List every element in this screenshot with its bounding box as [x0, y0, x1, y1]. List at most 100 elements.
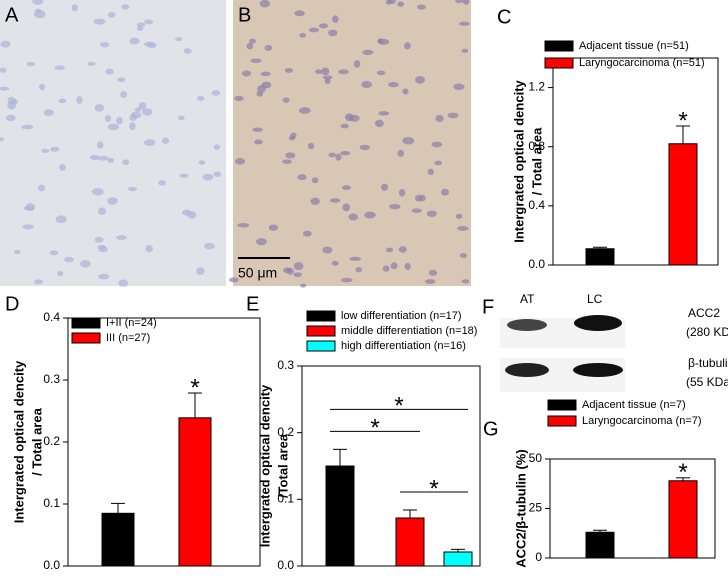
significance-star: *	[429, 475, 438, 502]
scale-bar-label: 50 μm	[238, 265, 277, 281]
cell-nucleus	[324, 78, 331, 85]
cell-nucleus	[431, 141, 443, 148]
legend-label: I+II (n=24)	[106, 317, 157, 329]
cell-nucleus	[105, 115, 112, 123]
legend-label: Laryngocarcinoma (n=7)	[582, 415, 702, 427]
cell-nucleus	[424, 279, 436, 284]
cell-nucleus	[461, 48, 469, 53]
cell-nucleus	[416, 4, 426, 10]
cell-nucleus	[440, 188, 450, 196]
bar	[443, 551, 473, 567]
cell-nucleus	[145, 245, 153, 253]
cell-nucleus	[122, 159, 130, 165]
y-axis-label: Intergrated optical dencity	[257, 384, 272, 547]
cell-nucleus	[43, 109, 54, 117]
cell-nucleus	[402, 136, 415, 145]
cell-nucleus	[342, 203, 351, 212]
y-tick-label: 0.4	[43, 310, 60, 324]
cell-nucleus	[179, 173, 189, 178]
legend-label: Laryngocarcinoma (n=51)	[579, 57, 705, 69]
cell-nucleus	[364, 211, 376, 219]
cell-nucleus	[246, 43, 254, 50]
cell-nucleus	[340, 277, 353, 283]
bar	[178, 417, 212, 567]
cell-nucleus	[293, 272, 303, 278]
y-tick-label: 0.1	[277, 492, 294, 506]
cell-nucleus	[187, 210, 197, 219]
cell-nucleus	[302, 230, 312, 237]
cell-nucleus	[282, 97, 290, 103]
cell-nucleus	[404, 262, 411, 271]
panel-label: A	[5, 4, 19, 26]
cell-nucleus	[129, 37, 140, 45]
bar	[585, 531, 615, 559]
legend-label: middle differentiation (n=18)	[341, 325, 477, 337]
y-tick-label: 0.0	[277, 558, 294, 572]
cell-nucleus	[5, 114, 16, 122]
cell-nucleus	[57, 270, 64, 277]
cell-nucleus	[204, 242, 215, 250]
cell-nucleus	[310, 197, 320, 205]
cell-nucleus	[388, 81, 399, 88]
cell-nucleus	[0, 40, 11, 48]
y-tick-label: 0.2	[43, 434, 60, 448]
y-axis-label: Intergrated optical dencity	[11, 360, 26, 523]
cell-nucleus	[282, 159, 292, 164]
cell-nucleus	[318, 23, 329, 29]
cell-nucleus	[284, 67, 293, 73]
cell-nucleus	[359, 144, 371, 151]
cell-nucleus	[237, 222, 250, 228]
cell-nucleus	[255, 238, 267, 246]
cell-nucleus	[71, 4, 78, 12]
bar	[101, 512, 135, 567]
cell-nucleus	[404, 42, 411, 50]
cell-nucleus	[39, 83, 46, 91]
cell-nucleus	[143, 139, 156, 147]
cell-nucleus	[50, 146, 60, 152]
y-tick-label: 25	[529, 501, 543, 515]
cell-nucleus	[457, 225, 469, 231]
cell-nucleus	[397, 1, 405, 7]
cell-nucleus	[340, 150, 351, 156]
cell-nucleus	[377, 38, 384, 44]
cell-nucleus	[375, 119, 384, 128]
bar	[325, 465, 355, 567]
cell-nucleus	[213, 144, 220, 150]
cell-nucleus	[288, 135, 296, 141]
panel-label: F	[482, 296, 494, 318]
cell-nucleus	[453, 83, 465, 91]
cell-nucleus	[382, 265, 390, 272]
cell-nucleus	[435, 114, 444, 123]
cell-nucleus	[455, 213, 463, 219]
cell-nucleus	[254, 139, 263, 145]
cell-nucleus	[389, 203, 401, 210]
cell-nucleus	[385, 247, 394, 253]
cell-nucleus	[76, 96, 83, 104]
y-axis-label: / Total area	[29, 407, 44, 475]
cell-nucleus	[0, 137, 5, 142]
cell-nucleus	[362, 49, 374, 55]
cell-nucleus	[315, 69, 323, 75]
cell-nucleus	[178, 115, 185, 121]
cell-nucleus	[353, 60, 361, 68]
cell-nucleus	[87, 61, 96, 66]
cell-nucleus	[434, 160, 443, 166]
cell-nucleus	[252, 127, 263, 132]
cell-nucleus	[213, 171, 222, 177]
cell-nucleus	[300, 283, 307, 288]
cell-nucleus	[129, 122, 136, 131]
cell-nucleus	[361, 80, 373, 88]
cell-nucleus	[115, 116, 123, 125]
cell-nucleus	[341, 185, 351, 191]
cell-nucleus	[32, 0, 44, 5]
cell-nucleus	[105, 68, 114, 75]
cell-nucleus	[331, 260, 339, 266]
cell-nucleus	[34, 8, 42, 13]
cell-nucleus	[49, 250, 59, 256]
y-axis-label: ACC2/β-tubulin (%)	[513, 449, 528, 567]
plot-frame	[301, 365, 481, 567]
cell-nucleus	[308, 27, 319, 33]
cell-nucleus	[376, 70, 386, 76]
plot-frame	[552, 57, 719, 266]
legend-swatch	[544, 40, 574, 52]
